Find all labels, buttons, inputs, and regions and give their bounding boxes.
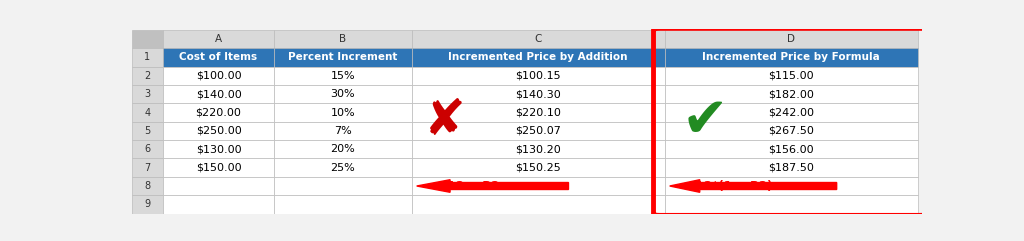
Text: =A2 + B2: =A2 + B2 <box>437 180 500 193</box>
Bar <box>132 140 163 158</box>
Text: $100.00: $100.00 <box>196 71 242 81</box>
Bar <box>274 48 412 67</box>
Text: 30%: 30% <box>331 89 355 99</box>
Bar <box>163 158 274 177</box>
Text: $250.07: $250.07 <box>515 126 561 136</box>
Text: $220.00: $220.00 <box>196 107 242 118</box>
Text: 9: 9 <box>144 199 151 209</box>
Bar <box>274 122 412 140</box>
Text: $140.00: $140.00 <box>196 89 242 99</box>
Bar <box>274 177 412 195</box>
Bar <box>274 85 412 103</box>
Text: $187.50: $187.50 <box>768 163 814 173</box>
Bar <box>665 177 918 195</box>
Text: $130.20: $130.20 <box>515 144 561 154</box>
Bar <box>163 140 274 158</box>
Bar <box>132 48 163 67</box>
Text: 10%: 10% <box>331 107 355 118</box>
Text: 4: 4 <box>144 107 151 118</box>
Text: $267.50: $267.50 <box>768 126 814 136</box>
Bar <box>132 122 163 140</box>
Text: Incremented Price by Formula: Incremented Price by Formula <box>702 52 880 62</box>
Text: 15%: 15% <box>331 71 355 81</box>
Text: ✘: ✘ <box>424 98 466 146</box>
Bar <box>274 103 412 122</box>
Text: 25%: 25% <box>331 163 355 173</box>
Bar <box>412 85 665 103</box>
FancyArrow shape <box>670 180 837 192</box>
Bar <box>665 103 918 122</box>
Text: B: B <box>339 34 346 44</box>
Bar <box>412 103 665 122</box>
Text: $140.30: $140.30 <box>515 89 561 99</box>
Bar <box>132 103 163 122</box>
Text: C: C <box>535 34 542 44</box>
Text: Percent Increment: Percent Increment <box>288 52 397 62</box>
Bar <box>274 195 412 214</box>
Text: $130.00: $130.00 <box>196 144 242 154</box>
Text: =A2*(1 + B2): =A2*(1 + B2) <box>685 180 772 193</box>
Text: 5: 5 <box>144 126 151 136</box>
Bar <box>665 158 918 177</box>
Bar <box>163 30 274 48</box>
Text: 2: 2 <box>144 71 151 81</box>
Bar <box>132 158 163 177</box>
Text: $220.10: $220.10 <box>515 107 561 118</box>
Bar <box>132 85 163 103</box>
Text: $242.00: $242.00 <box>768 107 814 118</box>
Bar <box>132 195 163 214</box>
Bar <box>274 30 412 48</box>
Text: $182.00: $182.00 <box>768 89 814 99</box>
Text: $100.15: $100.15 <box>515 71 561 81</box>
Text: Incremented Price by Addition: Incremented Price by Addition <box>449 52 628 62</box>
Bar <box>132 177 163 195</box>
Text: $150.25: $150.25 <box>515 163 561 173</box>
Bar <box>412 158 665 177</box>
Bar <box>163 67 274 85</box>
Bar <box>274 158 412 177</box>
Bar <box>132 30 163 48</box>
Text: 1: 1 <box>144 52 151 62</box>
Text: $150.00: $150.00 <box>196 163 242 173</box>
Text: Cost of Items: Cost of Items <box>179 52 258 62</box>
Bar <box>412 122 665 140</box>
Text: A: A <box>215 34 222 44</box>
Bar <box>412 48 665 67</box>
Bar <box>665 48 918 67</box>
Text: $250.00: $250.00 <box>196 126 242 136</box>
Bar <box>412 30 665 48</box>
Bar <box>163 195 274 214</box>
Text: 7: 7 <box>144 163 151 173</box>
Text: 7%: 7% <box>334 126 351 136</box>
Bar <box>412 177 665 195</box>
Bar <box>163 177 274 195</box>
Bar <box>665 195 918 214</box>
Bar <box>274 140 412 158</box>
Bar <box>274 67 412 85</box>
Text: $115.00: $115.00 <box>768 71 814 81</box>
Bar <box>665 67 918 85</box>
Bar <box>412 140 665 158</box>
Bar <box>163 85 274 103</box>
Bar <box>665 30 918 48</box>
Bar <box>163 122 274 140</box>
Text: ✔: ✔ <box>682 95 728 149</box>
Bar <box>665 140 918 158</box>
Bar <box>412 195 665 214</box>
Bar <box>132 67 163 85</box>
Bar <box>163 103 274 122</box>
Text: D: D <box>787 34 795 44</box>
Text: 8: 8 <box>144 181 151 191</box>
Text: 3: 3 <box>144 89 151 99</box>
Bar <box>665 122 918 140</box>
Text: 6: 6 <box>144 144 151 154</box>
Text: 20%: 20% <box>331 144 355 154</box>
Bar <box>665 85 918 103</box>
Bar <box>412 67 665 85</box>
FancyArrow shape <box>417 180 568 192</box>
Bar <box>163 48 274 67</box>
Text: $156.00: $156.00 <box>768 144 814 154</box>
